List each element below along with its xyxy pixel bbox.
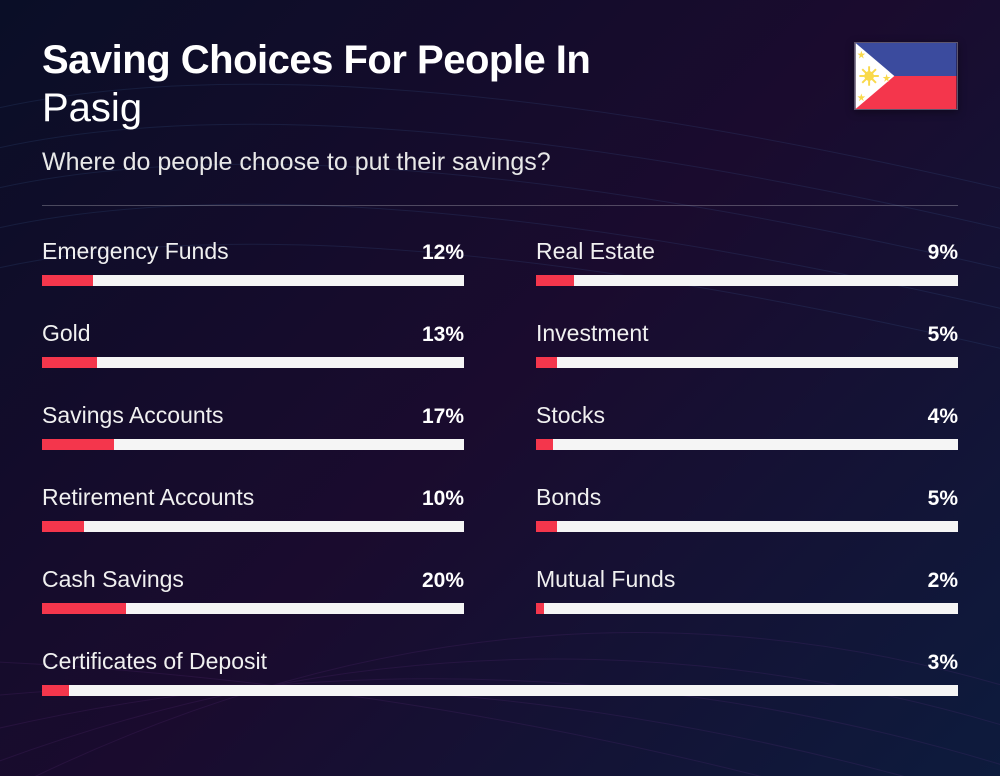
bar-track — [536, 603, 958, 614]
bar-fill — [42, 685, 69, 696]
bar-item-header: Retirement Accounts 10% — [42, 484, 464, 511]
title-line1: Saving Choices For People In — [42, 38, 854, 82]
bar-fill — [42, 603, 126, 614]
bar-item-header: Emergency Funds 12% — [42, 238, 464, 265]
bar-item-header: Certificates of Deposit 3% — [42, 648, 958, 675]
header: Saving Choices For People In Pasig Where… — [42, 38, 958, 177]
bar-item: Stocks 4% — [536, 402, 958, 450]
bar-item: Emergency Funds 12% — [42, 238, 464, 286]
bar-label: Cash Savings — [42, 566, 184, 593]
bar-fill — [42, 357, 97, 368]
bar-label: Stocks — [536, 402, 605, 429]
bar-item-header: Stocks 4% — [536, 402, 958, 429]
bar-fill — [536, 275, 574, 286]
bar-item: Savings Accounts 17% — [42, 402, 464, 450]
bar-label: Certificates of Deposit — [42, 648, 267, 675]
bar-value: 12% — [422, 241, 464, 265]
bar-fill — [536, 357, 557, 368]
bar-item: Mutual Funds 2% — [536, 566, 958, 614]
subtitle: Where do people choose to put their savi… — [42, 148, 854, 177]
bar-item: Real Estate 9% — [536, 238, 958, 286]
bar-track — [536, 521, 958, 532]
bar-item: Bonds 5% — [536, 484, 958, 532]
bar-track — [42, 521, 464, 532]
bar-value: 4% — [928, 405, 958, 429]
chart-grid: Emergency Funds 12% Real Estate 9% Gold 13% In… — [42, 238, 958, 696]
bar-value: 5% — [928, 323, 958, 347]
bar-item-header: Mutual Funds 2% — [536, 566, 958, 593]
bar-fill — [42, 275, 93, 286]
bar-label: Retirement Accounts — [42, 484, 254, 511]
bar-item-header: Real Estate 9% — [536, 238, 958, 265]
bar-track — [536, 275, 958, 286]
bar-fill — [42, 439, 114, 450]
bar-label: Real Estate — [536, 238, 655, 265]
bar-label: Gold — [42, 320, 91, 347]
bar-value: 17% — [422, 405, 464, 429]
bar-value: 9% — [928, 241, 958, 265]
bar-item-header: Gold 13% — [42, 320, 464, 347]
bar-label: Mutual Funds — [536, 566, 675, 593]
bar-item: Gold 13% — [42, 320, 464, 368]
divider — [42, 205, 958, 206]
bar-label: Savings Accounts — [42, 402, 224, 429]
bar-item-header: Cash Savings 20% — [42, 566, 464, 593]
title-block: Saving Choices For People In Pasig Where… — [42, 38, 854, 177]
bar-value: 3% — [928, 651, 958, 675]
bar-track — [42, 603, 464, 614]
bar-track — [42, 357, 464, 368]
bar-item: Certificates of Deposit 3% — [42, 648, 958, 696]
bar-fill — [536, 439, 553, 450]
bar-track — [536, 439, 958, 450]
bar-label: Investment — [536, 320, 649, 347]
bar-value: 10% — [422, 487, 464, 511]
bar-item-header: Bonds 5% — [536, 484, 958, 511]
bar-track — [42, 439, 464, 450]
bar-item: Cash Savings 20% — [42, 566, 464, 614]
bar-label: Emergency Funds — [42, 238, 229, 265]
bar-label: Bonds — [536, 484, 601, 511]
bar-item: Investment 5% — [536, 320, 958, 368]
bar-value: 13% — [422, 323, 464, 347]
bar-value: 2% — [928, 569, 958, 593]
bar-item-header: Investment 5% — [536, 320, 958, 347]
bar-track — [42, 685, 958, 696]
bar-track — [536, 357, 958, 368]
bar-fill — [42, 521, 84, 532]
bar-value: 5% — [928, 487, 958, 511]
bar-fill — [536, 603, 544, 614]
bar-value: 20% — [422, 569, 464, 593]
title-line2: Pasig — [42, 84, 854, 132]
bar-fill — [536, 521, 557, 532]
bar-item: Retirement Accounts 10% — [42, 484, 464, 532]
flag-icon — [854, 42, 958, 110]
bar-item-header: Savings Accounts 17% — [42, 402, 464, 429]
bar-track — [42, 275, 464, 286]
